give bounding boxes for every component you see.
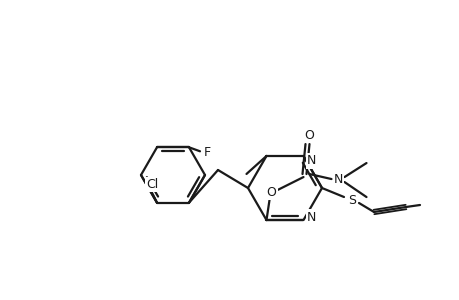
Text: N: N bbox=[333, 172, 342, 185]
Text: S: S bbox=[347, 194, 355, 206]
Text: O: O bbox=[266, 185, 276, 199]
Text: N: N bbox=[306, 154, 315, 167]
Text: Cl: Cl bbox=[146, 178, 158, 191]
Text: N: N bbox=[306, 211, 315, 224]
Text: F: F bbox=[203, 146, 210, 159]
Text: O: O bbox=[304, 128, 314, 142]
